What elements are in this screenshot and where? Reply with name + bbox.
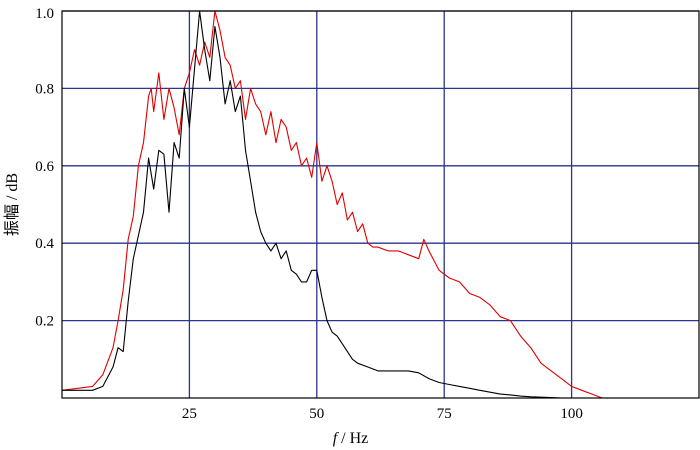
x-axis-label-unit: / Hz [337, 430, 368, 447]
tick-labels: 25 50 75 100 0.2 0.4 0.6 0.8 1.0 [35, 6, 583, 422]
y-axis-label: 振幅 / dB [3, 173, 21, 236]
x-axis-label-symbol: f [333, 430, 340, 447]
grid [62, 10, 699, 398]
series-layer [61, 10, 603, 399]
x-tick-label: 50 [309, 406, 324, 422]
x-axis-label: f / Hz [333, 430, 369, 447]
y-tick-label: 1.0 [35, 6, 54, 22]
y-tick-label: 0.2 [35, 314, 54, 330]
series-line-0 [61, 10, 603, 399]
x-tick-label: 100 [560, 406, 583, 422]
x-tick-label: 75 [437, 406, 452, 422]
x-tick-label: 25 [182, 406, 197, 422]
plot-frame [61, 10, 700, 399]
y-tick-label: 0.6 [35, 159, 54, 175]
y-tick-label: 0.4 [35, 236, 54, 252]
series-line-1 [62, 10, 572, 399]
y-tick-label: 0.8 [35, 81, 54, 97]
